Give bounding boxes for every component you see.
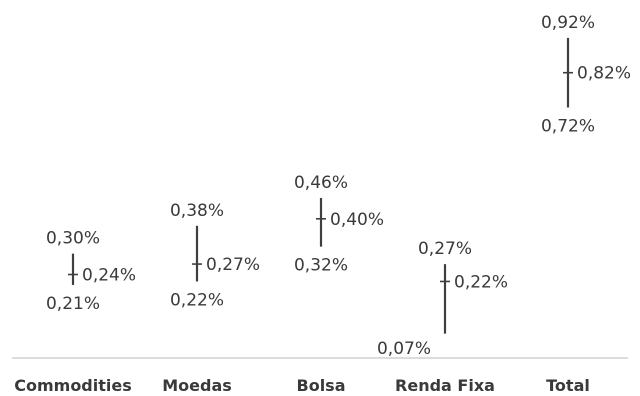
category-labels: Commodities Moedas Bolsa Renda Fixa Total [14, 376, 590, 395]
low-label-renda-fixa: 0,07% [377, 339, 431, 359]
low-label-total: 0,72% [541, 117, 595, 137]
low-label-bolsa: 0,32% [294, 256, 348, 276]
category-label-renda-fixa: Renda Fixa [395, 376, 495, 395]
mid-label-total: 0,82% [577, 64, 631, 84]
low-label-moedas: 0,22% [170, 290, 224, 310]
category-label-bolsa: Bolsa [297, 376, 346, 395]
mid-label-moedas: 0,27% [206, 255, 260, 275]
range-series: 0,30% 0,24% 0,21% 0,38% 0,27% 0,22% 0,46% 0,40%… [46, 13, 631, 359]
low-label-commodities: 0,21% [46, 294, 100, 314]
mid-label-renda-fixa: 0,22% [454, 272, 508, 292]
high-label-moedas: 0,38% [170, 201, 224, 221]
high-label-total: 0,92% [541, 13, 595, 33]
mid-label-bolsa: 0,40% [330, 210, 384, 230]
high-label-commodities: 0,30% [46, 229, 100, 249]
category-label-total: Total [546, 376, 590, 395]
category-label-commodities: Commodities [14, 376, 132, 395]
high-label-bolsa: 0,46% [294, 173, 348, 193]
mid-label-commodities: 0,24% [82, 266, 136, 286]
category-label-moedas: Moedas [162, 376, 232, 395]
high-label-renda-fixa: 0,27% [418, 239, 472, 259]
